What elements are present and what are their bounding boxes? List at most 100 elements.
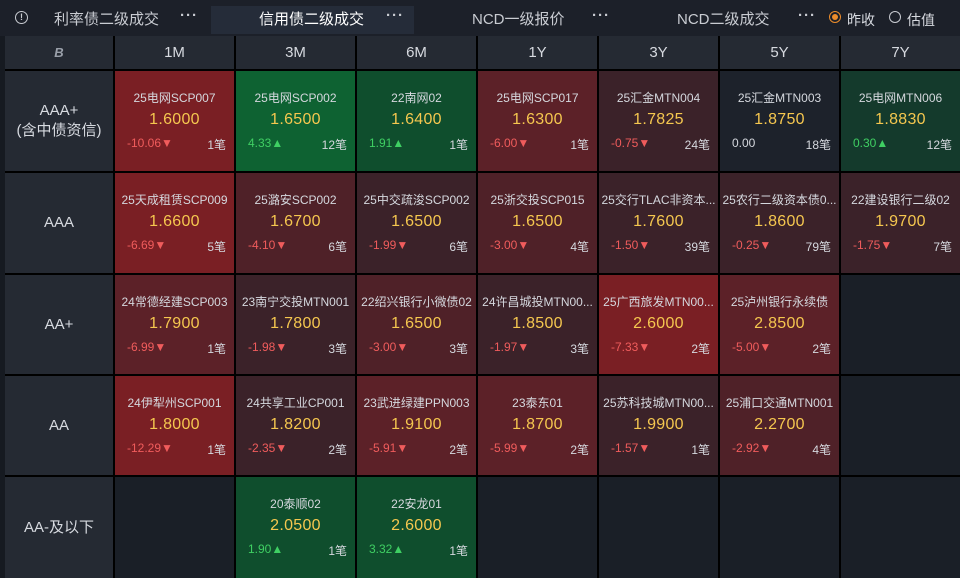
bond-rate: 1.7825 <box>633 111 684 128</box>
rate-change: -1.50▼ <box>611 238 651 252</box>
rate-change: -6.69▼ <box>127 238 167 252</box>
bond-rate: 1.6500 <box>391 315 442 332</box>
bond-cell[interactable]: 23武进绿建PPN003 1.9100 -5.91▼ 2笔 <box>357 376 476 475</box>
bond-rate: 1.7900 <box>149 315 200 332</box>
rate-change: -1.57▼ <box>611 441 651 455</box>
bond-cell[interactable]: 25天成租赁SCP009 1.6600 -6.69▼ 5笔 <box>115 173 234 273</box>
tab-2[interactable]: 信用债二级成交 ··· <box>211 6 414 34</box>
bond-rate: 1.6000 <box>149 111 200 128</box>
bond-name: 22绍兴银行小微债02 <box>361 295 472 309</box>
bond-cell[interactable]: 24共享工业CP001 1.8200 -2.35▼ 2笔 <box>236 376 355 475</box>
bond-rate: 2.8500 <box>754 315 805 332</box>
tab-label: NCD一级报价 <box>472 11 565 28</box>
bond-cell[interactable]: 22绍兴银行小微债02 1.6500 -3.00▼ 3笔 <box>357 275 476 374</box>
tab-3[interactable]: NCD一级报价 ··· <box>414 6 617 34</box>
rate-change: -4.10▼ <box>248 238 288 252</box>
trade-count: 5笔 <box>207 240 226 254</box>
bond-rate: 1.6600 <box>149 213 200 230</box>
bond-rate: 1.8200 <box>270 416 321 433</box>
bond-rate: 1.6500 <box>270 111 321 128</box>
column-header[interactable]: 5Y <box>720 36 839 69</box>
row-header: AA <box>5 376 113 475</box>
bond-cell[interactable]: 25泸州银行永续债 2.8500 -5.00▼ 2笔 <box>720 275 839 374</box>
bond-cell[interactable]: 22南网02 1.6400 1.91▲ 1笔 <box>357 71 476 171</box>
bond-rate: 1.6700 <box>270 213 321 230</box>
row-header: AAA+ (含中债资信) <box>5 71 113 171</box>
more-options-icon[interactable]: ··· <box>798 7 816 24</box>
bond-rate: 2.2700 <box>754 416 805 433</box>
bond-name: 24常德经建SCP003 <box>121 295 228 309</box>
column-header[interactable]: 6M <box>357 36 476 69</box>
bond-cell[interactable]: 23泰东01 1.8700 -5.99▼ 2笔 <box>478 376 597 475</box>
bond-cell[interactable]: 25苏科技城MTN00... 1.9900 -1.57▼ 1笔 <box>599 376 718 475</box>
bond-name: 22建设银行二级02 <box>851 193 950 207</box>
bond-name: 22安龙01 <box>391 497 442 511</box>
tab-1[interactable]: 利率债二级成交 ··· <box>38 6 203 34</box>
trade-count: 1笔 <box>207 138 226 152</box>
bond-name: 25中交疏浚SCP002 <box>363 193 470 207</box>
bond-cell[interactable]: 22安龙01 2.6000 3.32▲ 1笔 <box>357 477 476 578</box>
bond-cell[interactable]: 20泰顺02 2.0500 1.90▲ 1笔 <box>236 477 355 578</box>
bond-cell[interactable]: 25汇金MTN004 1.7825 -0.75▼ 24笔 <box>599 71 718 171</box>
bond-rate: 2.0500 <box>270 517 321 534</box>
column-header[interactable]: 1Y <box>478 36 597 69</box>
bond-cell[interactable]: 25浦口交通MTN001 2.2700 -2.92▼ 4笔 <box>720 376 839 475</box>
trade-count: 2笔 <box>570 443 589 457</box>
bond-name: 20泰顺02 <box>270 497 321 511</box>
bond-cell[interactable]: 24伊犁州SCP001 1.8000 -12.29▼ 1笔 <box>115 376 234 475</box>
bond-rate: 1.8700 <box>512 416 563 433</box>
rate-change: -7.33▼ <box>611 340 651 354</box>
rate-change: 0.30▲ <box>853 136 889 150</box>
bond-cell[interactable]: 25电网SCP007 1.6000 -10.06▼ 1笔 <box>115 71 234 171</box>
more-options-icon[interactable]: ··· <box>180 7 198 24</box>
column-header[interactable]: 3Y <box>599 36 718 69</box>
rate-change: -2.35▼ <box>248 441 288 455</box>
bond-cell[interactable]: 25中交疏浚SCP002 1.6500 -1.99▼ 6笔 <box>357 173 476 273</box>
bond-cell[interactable]: 25潞安SCP002 1.6700 -4.10▼ 6笔 <box>236 173 355 273</box>
bond-cell[interactable]: 23南宁交投MTN001 1.7800 -1.98▼ 3笔 <box>236 275 355 374</box>
bond-name: 25浦口交通MTN001 <box>725 396 834 410</box>
bond-cell[interactable]: 22建设银行二级02 1.9700 -1.75▼ 7笔 <box>841 173 960 273</box>
column-header[interactable]: 3M <box>236 36 355 69</box>
radio-close[interactable] <box>829 11 841 23</box>
bond-name: 23南宁交投MTN001 <box>241 295 350 309</box>
bond-name: 25农行二级资本债0... <box>722 193 837 207</box>
bond-cell[interactable]: 25电网SCP017 1.6300 -6.00▼ 1笔 <box>478 71 597 171</box>
bond-name: 24许昌城投MTN00... <box>482 295 593 309</box>
bond-cell[interactable]: 25广西旅发MTN00... 2.6000 -7.33▼ 2笔 <box>599 275 718 374</box>
bond-name: 24伊犁州SCP001 <box>127 396 222 410</box>
bond-name: 25电网SCP017 <box>496 91 579 105</box>
bond-cell[interactable]: 25汇金MTN003 1.8750 0.00 18笔 <box>720 71 839 171</box>
top-tab-bar: ! 利率债二级成交 ··· 信用债二级成交 ··· NCD一级报价 ··· NCD二级成交 ·… <box>0 0 960 36</box>
trade-count: 4笔 <box>570 240 589 254</box>
bond-cell[interactable]: 24许昌城投MTN00... 1.8500 -1.97▼ 3笔 <box>478 275 597 374</box>
bond-rate: 1.9700 <box>875 213 926 230</box>
column-header[interactable]: 1M <box>115 36 234 69</box>
radio-label: 估值 <box>907 12 935 28</box>
bond-rate: 1.6500 <box>391 213 442 230</box>
bond-cell[interactable]: 25浙交投SCP015 1.6500 -3.00▼ 4笔 <box>478 173 597 273</box>
trade-count: 1笔 <box>691 443 710 457</box>
rate-change: -1.99▼ <box>369 238 409 252</box>
more-options-icon[interactable]: ··· <box>386 7 404 24</box>
rate-change: -0.75▼ <box>611 136 651 150</box>
bond-cell[interactable]: 25农行二级资本债0... 1.8600 -0.25▼ 79笔 <box>720 173 839 273</box>
info-icon[interactable]: ! <box>15 11 28 24</box>
row-header: AA-及以下 <box>5 477 113 578</box>
more-options-icon[interactable]: ··· <box>592 7 610 24</box>
bond-cell[interactable]: 24常德经建SCP003 1.7900 -6.99▼ 1笔 <box>115 275 234 374</box>
bond-cell[interactable]: 25交行TLAC非资本... 1.7600 -1.50▼ 39笔 <box>599 173 718 273</box>
tab-4[interactable]: NCD二级成交 ··· <box>620 6 820 34</box>
bond-name: 25潞安SCP002 <box>254 193 337 207</box>
bond-rate: 1.8000 <box>149 416 200 433</box>
radio-label: 昨收 <box>847 12 875 28</box>
column-header[interactable]: 7Y <box>841 36 960 69</box>
bond-name: 25浙交投SCP015 <box>490 193 585 207</box>
bond-cell[interactable]: 25电网SCP002 1.6500 4.33▲ 12笔 <box>236 71 355 171</box>
trade-count: 6笔 <box>449 240 468 254</box>
bond-cell[interactable]: 25电网MTN006 1.8830 0.30▲ 12笔 <box>841 71 960 171</box>
bond-rate: 1.7600 <box>633 213 684 230</box>
bond-rate: 2.6000 <box>391 517 442 534</box>
bond-name: 23武进绿建PPN003 <box>363 396 470 410</box>
radio-valuation[interactable] <box>889 11 901 23</box>
